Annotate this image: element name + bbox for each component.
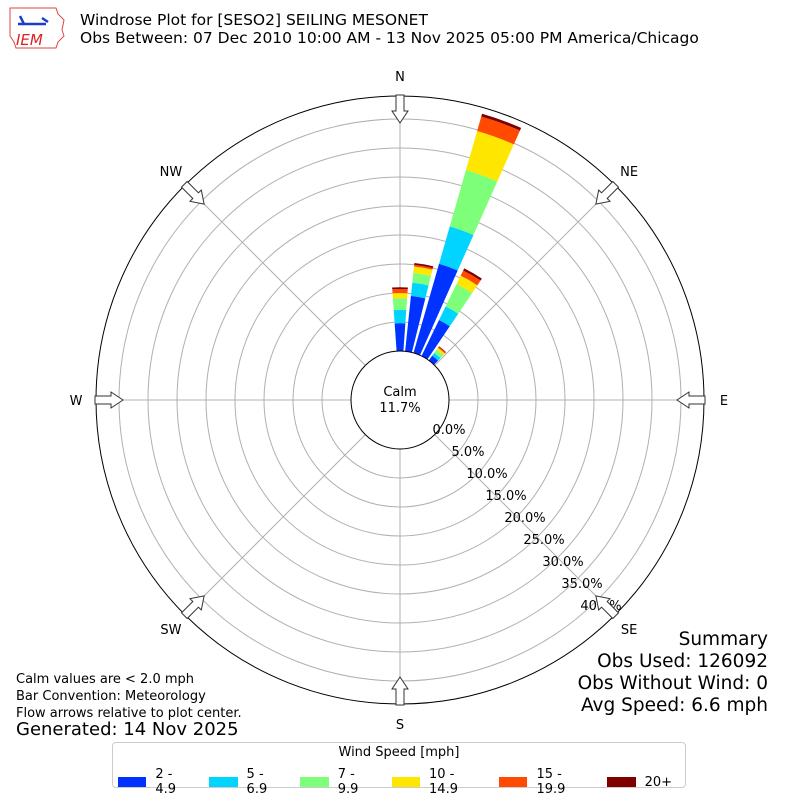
calm-circle [350, 350, 450, 450]
radial-tick-label: 20.0% [504, 511, 545, 526]
windrose-bar-segment [434, 349, 444, 359]
calm-label: Calm [383, 385, 416, 400]
legend-item: 2 - 4.9 [118, 767, 196, 797]
summary-box: Summary Obs Used: 126092 Obs Without Win… [578, 629, 768, 717]
calm-value: 11.7% [379, 401, 420, 416]
windrose-bar-segment [460, 270, 481, 286]
windrose-bar-segment [465, 131, 514, 182]
windrose-bar-segment [414, 263, 434, 269]
radial-tick-label: 15.0% [485, 489, 526, 504]
notes: Calm values are < 2.0 mph Bar Convention… [16, 671, 242, 722]
title-line: Windrose Plot for [SESO2] SEILING MESONE… [80, 11, 428, 29]
calm-note: Calm values are < 2.0 mph [16, 672, 195, 687]
grid-spoke [184, 184, 366, 366]
radial-tick-label: 25.0% [523, 533, 564, 548]
flow-arrow-icon [595, 180, 620, 205]
windrose-bar-segment [410, 282, 429, 299]
windrose-bar-segment [394, 323, 406, 352]
flow-arrow-icon [180, 180, 205, 205]
windrose-bar-segment [436, 347, 445, 356]
windrose-bar-segment [463, 268, 482, 281]
windrose-bar-segment [392, 288, 408, 294]
windrose-bar-segment [481, 113, 522, 131]
windrose-bar-segment [412, 272, 431, 286]
legend-swatch [209, 777, 238, 787]
windrose-bar-segment [456, 275, 478, 294]
direction-label-s: S [396, 718, 404, 733]
legend-swatch [499, 777, 528, 787]
flow-arrow-icon [391, 94, 409, 124]
legend-label: 5 - 6.9 [246, 767, 268, 797]
legend-swatch [606, 777, 636, 787]
flow-arrows-note: Flow arrows relative to plot center. [16, 706, 242, 721]
legend-label: 7 - 9.9 [337, 767, 359, 797]
legend-item: 20+ [606, 774, 673, 790]
grid-spoke [184, 434, 366, 616]
flow-arrow-icon [94, 391, 124, 409]
flow-arrow-icon [391, 676, 409, 706]
legend-label: 15 - 19.9 [536, 767, 566, 797]
obs-used: Obs Used: 126092 [597, 651, 768, 672]
windrose-bar-segment [421, 319, 450, 360]
windrose-bar-segment [393, 309, 407, 324]
windrose-bar-segment [392, 287, 408, 290]
legend-swatch [391, 777, 421, 787]
windrose-bar-segment [439, 226, 474, 271]
direction-label-e: E [720, 394, 728, 409]
legend-swatch [118, 777, 147, 787]
direction-label-se: SE [621, 623, 637, 638]
flow-arrow-icon [676, 391, 706, 409]
legend-label: 20+ [644, 774, 673, 790]
direction-label-w: W [70, 394, 83, 409]
subtitle-line: Obs Between: 07 Dec 2010 10:00 AM - 13 N… [80, 29, 699, 47]
summary-title: Summary [678, 629, 768, 650]
radial-tick-label: 10.0% [466, 467, 507, 482]
avg-speed: Avg Speed: 6.6 mph [580, 695, 768, 716]
bar-convention-note: Bar Convention: Meteorology [16, 689, 206, 704]
svg-text:IEM: IEM [16, 31, 43, 49]
legend-label: 2 - 4.9 [155, 767, 176, 797]
legend: Wind Speed [mph] 2 - 4.9 5 - 6.9 7 - 9.9 10… [112, 742, 686, 797]
windrose-bar-segment [438, 346, 447, 353]
chart-title: Windrose Plot for [SESO2] SEILING MESONE… [80, 11, 699, 47]
radial-tick-label: 0.0% [432, 423, 465, 438]
radial-tick-label: 35.0% [561, 577, 602, 592]
windrose-bar-segment [449, 170, 498, 235]
windrose-bar-segment [414, 264, 433, 270]
windrose-bar-segment [428, 355, 439, 365]
legend-label: 10 - 14.9 [429, 767, 458, 797]
radial-tick-label: 5.0% [451, 445, 484, 460]
windrose-bar-segment [432, 352, 441, 361]
generated-date: Generated: 14 Nov 2025 [16, 719, 239, 740]
windrose-bar-segment [413, 263, 458, 356]
windrose-bar-segment [405, 295, 426, 353]
legend-item: 10 - 14.9 [391, 767, 486, 797]
legend-item: 5 - 6.9 [209, 767, 287, 797]
direction-label-sw: SW [160, 623, 181, 638]
windrose-bar-segment [477, 116, 520, 145]
obs-without-wind: Obs Without Wind: 0 [577, 673, 768, 694]
direction-label-n: N [395, 70, 405, 85]
windrose-bar-segment [439, 306, 459, 327]
windrose-bar-segment [392, 293, 408, 299]
windrose-bar-segment [413, 266, 433, 276]
direction-label-nw: NW [160, 165, 183, 180]
direction-label-ne: NE [620, 165, 638, 180]
windrose-bar-segment [445, 284, 473, 314]
iem-logo: IEM [9, 7, 65, 49]
legend-swatch [300, 777, 329, 787]
legend-title: Wind Speed [mph] [338, 745, 460, 760]
grid-spoke [434, 434, 616, 616]
flow-arrow-icon [595, 595, 620, 620]
windrose-bar-segment [438, 346, 446, 354]
legend-item: 7 - 9.9 [300, 767, 378, 797]
radial-tick-label: 30.0% [542, 555, 583, 570]
flow-arrow-icon [180, 595, 205, 620]
grid-spoke [434, 184, 616, 366]
legend-item: 15 - 19.9 [499, 767, 593, 797]
windrose-bar-segment [392, 298, 408, 311]
legend-items: 2 - 4.9 5 - 6.9 7 - 9.9 10 - 14.9 15 - 19.9 2… [118, 767, 685, 797]
